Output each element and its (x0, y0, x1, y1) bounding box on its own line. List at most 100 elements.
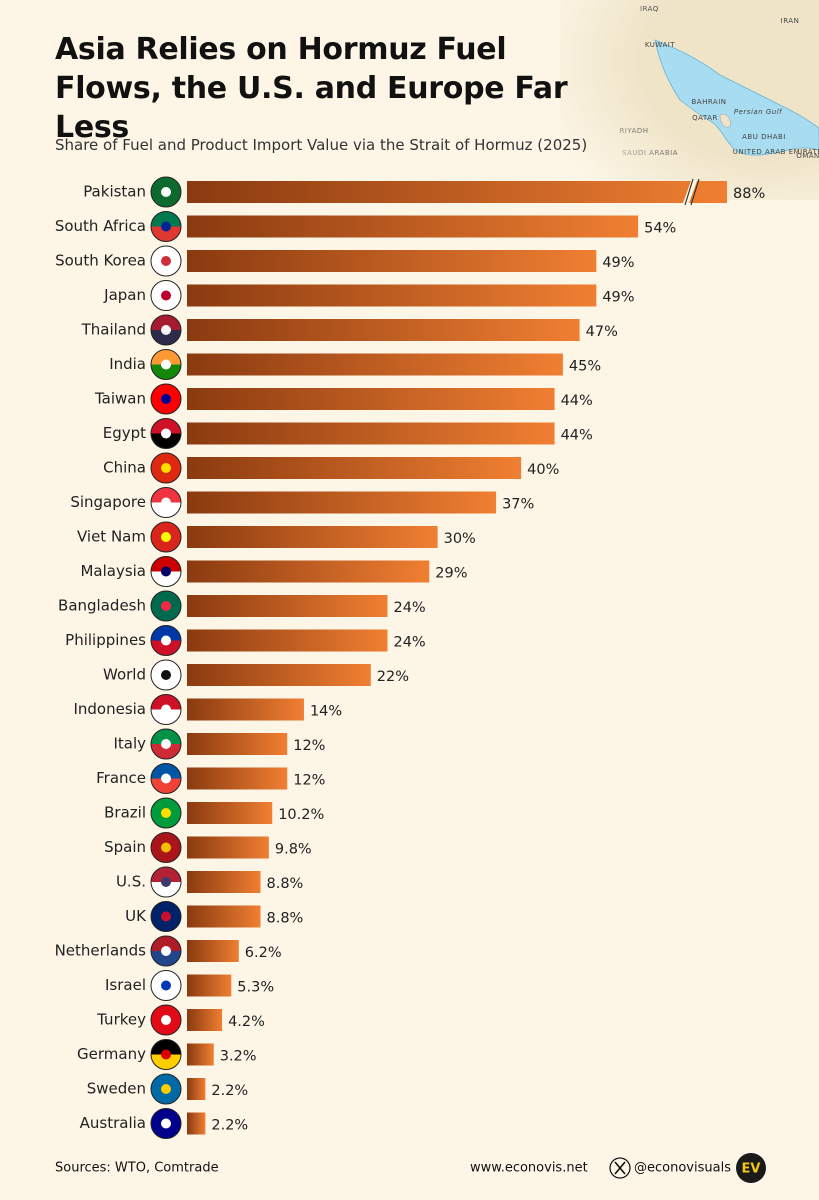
flag (150, 452, 182, 484)
bar (187, 802, 273, 824)
map-label: UNITED ARAB EMIRATES (733, 148, 819, 156)
flag-outline (150, 832, 182, 863)
flag-bottom (151, 1054, 181, 1070)
flag-top (151, 936, 181, 951)
flag-bottom (151, 571, 181, 587)
flag-outline (150, 1004, 182, 1036)
category-label: South Africa (55, 217, 146, 235)
bar (187, 526, 438, 548)
flag-emblem (161, 1118, 171, 1129)
logo-circle (736, 1153, 766, 1183)
value-label: 88% (733, 186, 765, 202)
value-label: 44% (561, 428, 593, 444)
map-label: IRAQ (640, 5, 659, 13)
category-label: Netherlands (55, 942, 147, 960)
flag (150, 418, 182, 449)
flag-outline (150, 728, 182, 760)
flag-bottom (151, 468, 181, 483)
flag-bottom (151, 606, 181, 621)
flag-top (151, 591, 181, 606)
bar (187, 215, 639, 238)
value-label: 37% (502, 497, 534, 513)
flag-emblem (161, 290, 171, 301)
flag-top (151, 556, 181, 572)
value-label: 14% (310, 704, 342, 720)
flag-outline (150, 1073, 182, 1105)
flag-bottom (151, 364, 181, 380)
logo: EV (742, 1162, 761, 1177)
category-label: Thailand (81, 321, 146, 339)
value-label: 24% (393, 600, 425, 616)
flag-top (151, 867, 181, 882)
flag-outline (150, 211, 182, 242)
flag (150, 832, 182, 863)
bar (187, 1009, 223, 1031)
bar (187, 905, 261, 928)
flag-bottom (151, 709, 181, 725)
flag-outline (150, 418, 182, 449)
flag-emblem (161, 394, 171, 404)
value-label: 2.2% (211, 1083, 248, 1099)
category-label: U.S. (116, 873, 146, 891)
flag-top (151, 660, 181, 675)
bar (187, 871, 261, 893)
map-label: RIYADH (619, 127, 648, 135)
flag-top (151, 763, 181, 779)
bar (187, 974, 232, 997)
flag-top (151, 625, 181, 641)
flag (150, 625, 182, 656)
value-label: 2.2% (211, 1118, 248, 1134)
category-label: Taiwan (94, 390, 146, 408)
flag-emblem (161, 739, 171, 749)
flag-emblem (161, 773, 171, 784)
axis-break-gap (682, 180, 698, 204)
value-label: 22% (377, 669, 409, 685)
flag-bottom (151, 1089, 181, 1104)
flag-top (151, 384, 181, 399)
flag-bottom (151, 675, 181, 690)
category-label: Malaysia (80, 562, 146, 580)
value-label: 45% (569, 359, 601, 375)
flag (150, 521, 182, 553)
category-label: Japan (103, 286, 146, 304)
flag-top (151, 177, 181, 192)
flag-bottom (151, 226, 181, 242)
flag-top (151, 1005, 181, 1020)
flag-outline (150, 590, 182, 622)
bar (187, 698, 304, 721)
axis-break (684, 178, 694, 206)
flag (150, 1004, 182, 1036)
flag-outline (150, 556, 182, 587)
map-label: Persian Gulf (734, 108, 783, 116)
flag-top (151, 315, 181, 330)
flag-top (151, 453, 181, 468)
flag-emblem (161, 601, 171, 611)
flag-bottom (151, 537, 181, 552)
map-label: ABU DHABI (742, 133, 786, 141)
bar (187, 353, 563, 376)
flag-outline (150, 280, 182, 311)
flag-bottom (151, 882, 181, 897)
flag-outline (150, 935, 182, 967)
value-label: 40% (527, 462, 559, 478)
flag (150, 659, 182, 691)
value-label: 6.2% (245, 945, 282, 961)
category-label: Indonesia (73, 700, 146, 718)
value-label: 9.8% (275, 842, 312, 858)
category-label: UK (125, 907, 147, 925)
bar (187, 319, 580, 341)
flag-top (151, 246, 181, 261)
bar (187, 940, 239, 962)
bar (187, 560, 430, 583)
flag-outline (150, 694, 182, 725)
category-label: Egypt (103, 424, 146, 442)
flag-bottom (151, 295, 181, 311)
bar (187, 1112, 206, 1135)
bar (187, 457, 522, 479)
flag-emblem (161, 1084, 171, 1094)
map: IRAQ IRAN KUWAIT BAHRAIN QATAR Persian Gulf RI… (560, 0, 819, 200)
flag-bottom (151, 916, 181, 932)
category-label: Pakistan (83, 183, 146, 201)
bar (187, 733, 288, 755)
flag-emblem (161, 946, 171, 956)
